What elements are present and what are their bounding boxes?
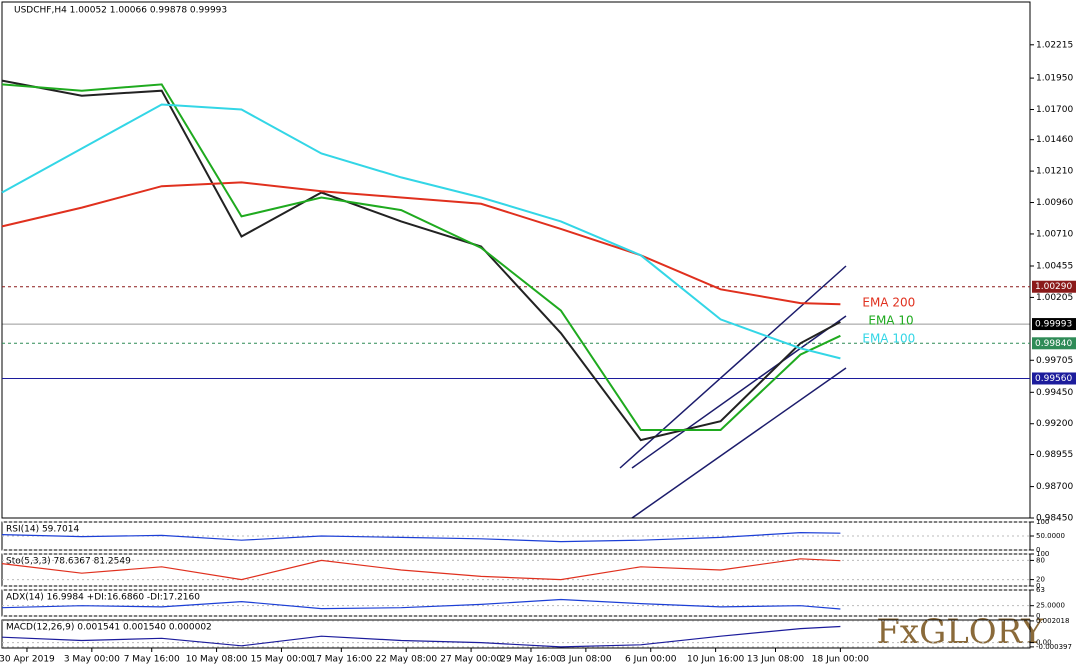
y-tick-label: 1.01700 [1036,105,1073,115]
y-tick-label: 0 [1036,546,1040,554]
x-tick-label: 22 May 08:00 [375,655,437,665]
series-line [1,625,841,648]
y-tick-label: 0.002018 [1036,617,1069,625]
series-line [1,83,841,431]
channel-mid [631,315,847,469]
x-tick-label: 7 May 16:00 [124,655,180,665]
y-tick-label: 1.01950 [1036,74,1073,84]
y-tick-label: 50.0000 [1036,532,1065,540]
series-line [1,531,841,543]
panel-title: MACD(12,26,9) 0.001541 0.001540 0.000002 [6,623,212,633]
y-tick-label: 1.00455 [1036,262,1073,272]
series-line [1,181,841,306]
legend-label: EMA 100 [862,332,915,346]
channel-upper [619,265,847,469]
x-tick-label: 27 May 00:00 [440,655,502,665]
y-tick-label: 100 [1036,518,1049,526]
level-box [1032,280,1076,293]
x-tick-label: 10 Jun 16:00 [687,655,744,665]
x-tick-label: 3 May 00:00 [64,655,120,665]
level-box [1032,337,1076,350]
x-tick-label: 17 May 16:00 [310,655,372,665]
y-tick-label: 0.99705 [1036,356,1073,366]
x-tick-label: 10 May 08:00 [186,655,248,665]
channel-lower [631,367,847,519]
series-line [1,598,841,610]
y-tick-label: 100 [1036,550,1049,558]
y-tick-label: 0.00 [1036,639,1052,647]
y-tick-label: 0.98450 [1036,514,1073,524]
y-tick-label: 20 [1036,576,1045,584]
series-line [1,558,841,581]
panel-frame [1,1,1031,519]
chart-header: USDCHF,H4 1.00052 1.00066 0.99878 0.9999… [14,6,227,16]
legend-label: EMA 10 [868,314,913,328]
y-tick-label: 0.99450 [1036,388,1073,398]
y-tick-label: 1.01460 [1036,135,1073,145]
y-tick-label: 1.01210 [1036,167,1073,177]
series-line [1,79,841,442]
y-tick-label: 1.00960 [1036,198,1073,208]
y-tick-label: 0 [1036,582,1040,590]
x-tick-label: 13 Jun 08:00 [747,655,804,665]
x-tick-label: 6 Jun 00:00 [625,655,677,665]
y-tick-label: 80 [1036,556,1045,564]
level-label: 0.99840 [1035,339,1072,349]
y-tick-label: 1.00710 [1036,229,1073,239]
y-tick-label: 25.0000 [1036,602,1065,610]
level-box [1032,318,1076,331]
panel-frame [1,553,1031,587]
y-tick-label: 63 [1036,586,1045,594]
logo: FxGLORY [876,612,1044,652]
panel-frame [1,619,1031,649]
y-tick-label: 0.98955 [1036,450,1073,460]
y-tick-label: 1.02215 [1036,40,1073,50]
legend-label: EMA 200 [862,296,915,310]
y-tick-label: 0.99200 [1036,419,1073,429]
y-tick-label: 1.00205 [1036,293,1073,303]
y-tick-label: 0.98700 [1036,482,1073,492]
y-tick-label: -0.000397 [1036,643,1072,651]
x-tick-label: 18 Jun 00:00 [812,655,869,665]
y-tick-label: 0 [1036,612,1040,620]
series-line [1,103,841,360]
level-label: 0.99560 [1035,374,1072,384]
x-tick-label: 15 May 00:00 [251,655,313,665]
x-tick-label: 3 Jun 08:00 [560,655,612,665]
panel-title: Sto(5,3,3) 78.6367 81.2549 [6,557,131,567]
x-tick-label: 30 Apr 2019 [0,655,55,665]
panel-frame [1,589,1031,617]
panel-title: RSI(14) 59.7014 [6,525,79,535]
x-tick-label: 29 May 16:00 [500,655,562,665]
level-label: 0.99993 [1035,320,1072,330]
level-box [1032,372,1076,385]
level-label: 1.00290 [1035,282,1072,292]
panel-title: ADX(14) 16.9984 +DI:16.6860 -DI:17.2160 [6,593,200,603]
